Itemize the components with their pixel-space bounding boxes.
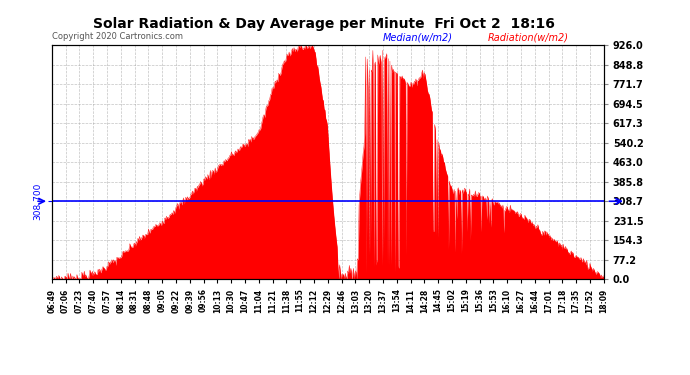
Text: Copyright 2020 Cartronics.com: Copyright 2020 Cartronics.com — [52, 32, 183, 41]
Text: Median(w/m2): Median(w/m2) — [383, 32, 453, 42]
Text: Solar Radiation & Day Average per Minute  Fri Oct 2  18:16: Solar Radiation & Day Average per Minute… — [93, 17, 555, 31]
Text: Radiation(w/m2): Radiation(w/m2) — [488, 32, 569, 42]
